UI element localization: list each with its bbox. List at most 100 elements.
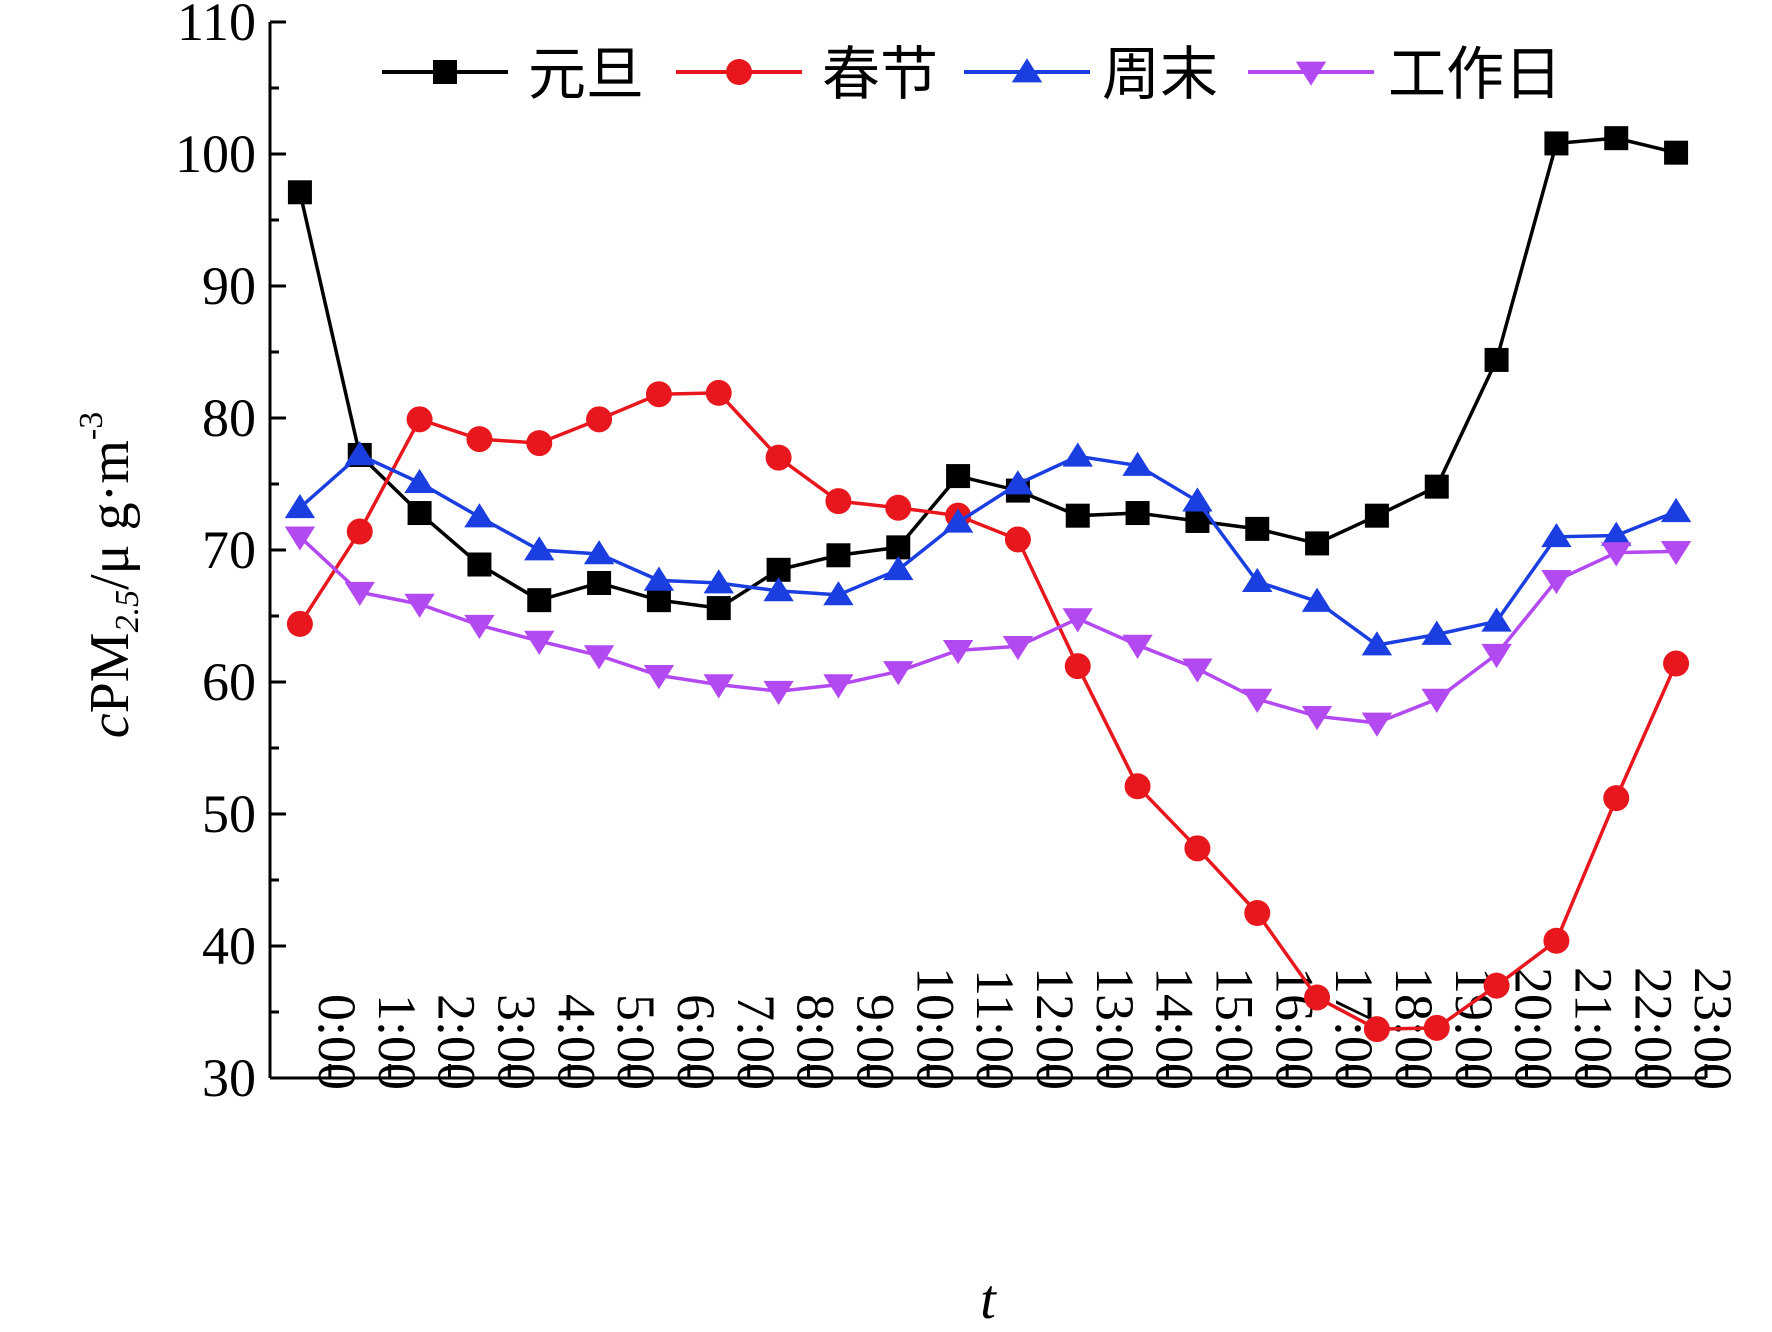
series-1 [287,126,1689,621]
data-point [1242,688,1273,713]
legend-item: 春节 [676,40,938,108]
y-tick-label: 40 [202,916,256,976]
x-tick-label: 15:00 [1204,967,1264,1090]
x-tick-label: 22:00 [1623,967,1683,1090]
data-point [1541,570,1572,595]
data-point [583,540,615,565]
data-point [1064,653,1091,680]
series-line [298,391,1678,1031]
data-point [823,581,854,606]
data-point [284,493,316,519]
data-point [464,503,495,528]
data-point [1481,643,1512,669]
x-tick-label: 8:00 [786,994,846,1090]
data-point [1062,608,1093,633]
x-tick-label: 10:00 [905,967,965,1090]
data-point [646,588,671,613]
x-tick-label: 4:00 [546,994,606,1090]
y-axis-title-sup: -3 [73,412,110,440]
data-point [1185,508,1210,533]
data-point [643,566,675,591]
y-axis-title-unit: /μ g·m [79,440,141,590]
data-point [1002,470,1034,495]
series-line [298,535,1677,725]
data-point [587,571,612,595]
y-tick-label: 80 [202,388,256,448]
data-point [1002,636,1034,661]
x-tick-label: 13:00 [1085,967,1145,1090]
data-point [1062,442,1093,467]
data-point [1122,634,1153,659]
data-point [1603,785,1630,812]
legend-item: 周末 [964,40,1218,108]
data-point [1361,712,1393,737]
data-point [942,639,974,665]
data-point [286,610,313,637]
data-point [284,526,316,551]
x-tick-label: 23:00 [1683,967,1743,1090]
data-point [1481,607,1512,632]
data-point [1660,497,1692,523]
data-point [407,501,432,526]
data-point [1011,58,1043,83]
data-point [1184,835,1211,862]
data-point [946,464,971,489]
data-point [765,444,792,471]
data-point [404,593,435,618]
series-line [298,136,1677,610]
data-point [1543,927,1570,954]
data-point [1245,516,1270,541]
data-point [1483,972,1510,999]
legend-label: 周末 [1102,40,1218,108]
data-point [346,518,373,545]
data-point [1122,451,1153,476]
data-point [1660,540,1692,566]
data-point [586,406,613,433]
data-point [1364,503,1389,528]
data-point [344,581,375,607]
data-point [1544,131,1569,156]
x-tick-label: 9:00 [845,994,905,1090]
y-tick-label: 30 [202,1048,256,1108]
data-point [433,60,457,84]
x-tick-label: 2:00 [427,994,487,1090]
x-tick-label: 21:00 [1563,967,1623,1090]
data-point [404,468,435,494]
x-tick-label: 5:00 [606,994,666,1090]
data-point [826,543,851,568]
x-tick-label: 12:00 [1025,967,1085,1090]
data-point [524,630,555,655]
y-axis-title-italic: c [79,713,141,738]
y-tick-label: 70 [202,520,256,580]
data-point [1305,531,1330,556]
x-tick-label: 6:00 [666,994,726,1090]
y-tick-label: 50 [202,784,256,844]
data-point [1304,984,1331,1011]
data-point [1004,526,1031,553]
data-point [583,645,615,670]
data-point [1664,140,1689,165]
x-tick-label: 11:00 [965,969,1025,1090]
data-point [645,381,672,408]
y-axis-title: cPM2.5/μ g·m-3 [73,412,146,738]
data-point [1125,501,1150,526]
y-tick-label: 100 [175,124,256,184]
data-point [344,441,375,466]
x-axis-title: t [980,1269,997,1331]
x-tick-label: 20:00 [1504,967,1564,1090]
legend-label: 工作日 [1388,40,1562,108]
data-point [886,535,911,560]
data-point [466,426,493,453]
legend: 元旦 春节 周末 工作日 [382,40,1562,108]
data-point [524,536,555,561]
y-tick-label: 110 [177,0,256,52]
data-point [1182,487,1213,512]
data-point [1182,658,1213,683]
data-point [1301,587,1333,612]
data-point [703,674,734,699]
series-3 [284,441,1692,656]
data-point [883,661,914,686]
data-point [823,674,854,699]
x-tick-label: 1:00 [367,994,427,1090]
